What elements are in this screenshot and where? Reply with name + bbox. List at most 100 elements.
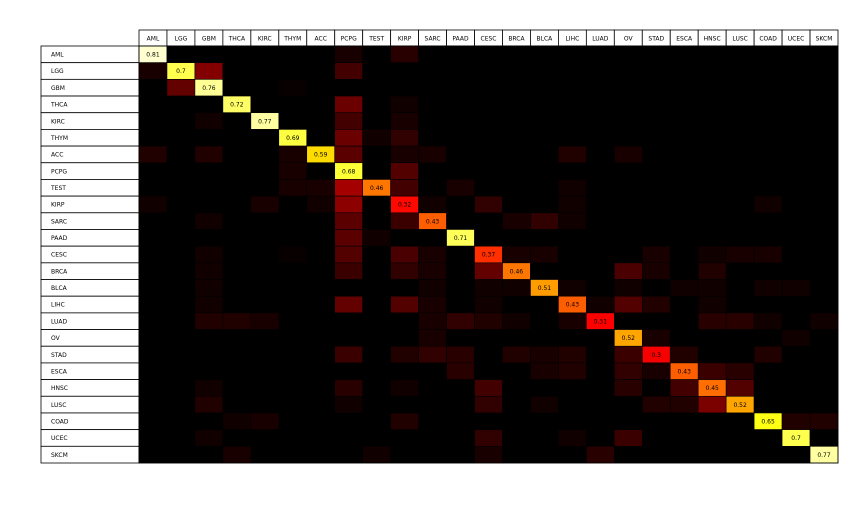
heatmap-cell [669,262,699,280]
heatmap-cell [334,45,363,63]
heatmap-cell [614,446,643,464]
heatmap-cell [809,412,839,430]
heatmap-cell [781,345,811,364]
column-header-label: THYM [283,36,301,43]
heatmap-cell [586,179,615,197]
column-header-label: LIHC [565,36,579,43]
heatmap-cell [502,429,531,447]
heatmap-cell [306,245,336,264]
heatmap-cell [474,162,503,180]
heatmap-cell [697,145,727,164]
heatmap-cell [334,212,363,230]
heatmap-cell [222,112,252,130]
heatmap-cell [166,429,196,447]
heatmap-cell [278,212,308,230]
heatmap-cell [278,395,308,414]
heatmap-cell [446,145,475,164]
heatmap-cell [558,279,587,297]
heatmap-cell [250,345,280,364]
heatmap-cell [306,212,336,230]
heatmap-cell [530,295,559,314]
heatmap-cell [781,312,811,330]
heatmap-cell [446,362,475,380]
heatmap-cell [586,145,615,164]
heatmap-cell [586,112,615,130]
heatmap-cell [697,412,727,430]
heatmap-cell [250,262,280,280]
heatmap-cell [138,279,168,297]
heatmap-cell [474,179,503,197]
row-header-label: THYM [50,135,68,142]
heatmap-cell [250,379,280,397]
heatmap-cell [558,212,587,230]
heatmap-cell [669,212,699,230]
heatmap-value-label: 0.43 [678,368,692,375]
heatmap-cell [502,195,531,214]
heatmap-cell [222,329,252,347]
column-header-label: COAD [759,36,777,43]
heatmap-cell [669,329,699,347]
heatmap-cell [753,446,783,464]
heatmap-cell [418,229,447,247]
column-header-label: LUSC [732,36,747,43]
heatmap-cell [390,112,419,130]
heatmap-cell [166,129,196,147]
heatmap-cell [390,395,419,414]
heatmap-cell [278,245,308,264]
heatmap-cell [138,212,168,230]
heatmap-cell [222,379,252,397]
heatmap-cell [474,262,503,280]
heatmap-cell [614,145,643,164]
heatmap-cell [446,45,475,63]
heatmap-cell [418,179,447,197]
heatmap-cell [194,195,224,214]
heatmap-cell [586,195,615,214]
heatmap-cell [641,245,671,264]
heatmap-cell [502,312,531,330]
heatmap-cell [390,45,419,63]
column-header-label: UCEC [788,36,805,43]
heatmap-cell [446,446,475,464]
heatmap-cell [446,62,475,80]
heatmap-cell [390,129,419,147]
row-header-label: COAD [51,419,69,426]
heatmap-cell [781,412,811,430]
heatmap-cell [781,79,811,97]
heatmap-cell [502,295,531,314]
heatmap-cell [222,295,252,314]
heatmap-cell [697,212,727,230]
heatmap-cell [558,62,587,80]
heatmap-cell [725,245,755,264]
heatmap-cell [753,429,783,447]
heatmap-cell [362,212,391,230]
column-header-label: STAD [648,36,664,43]
heatmap-value-label: 0.76 [202,85,216,92]
row-header-label: UCEC [51,435,68,442]
heatmap-cell [418,412,447,430]
heatmap-cell [138,312,168,330]
heatmap-cell [781,162,811,180]
column-header-label: BLCA [537,36,554,43]
heatmap-cell [641,279,671,297]
heatmap-cell [138,446,168,464]
heatmap-cell [502,162,531,180]
heatmap-cell [558,145,587,164]
heatmap-cell [558,162,587,180]
heatmap-cell [614,279,643,297]
heatmap-cell [725,279,755,297]
heatmap-cell [362,229,391,247]
heatmap-cell [250,279,280,297]
heatmap-cell [166,95,196,114]
heatmap-value-label-group: 0.81 0.7 0.76 0.72 0.77 0.69 0.59 0.68 0.46 0.32 0… [138,45,839,464]
heatmap-cell [390,79,419,97]
heatmap-cell [194,112,224,130]
heatmap-cell [278,295,308,314]
heatmap-cell [669,229,699,247]
column-header-label: HNSC [704,36,721,43]
heatmap-cell [306,262,336,280]
heatmap-cell [446,129,475,147]
heatmap-cell [446,429,475,447]
heatmap-cell [446,395,475,414]
heatmap-cell [222,362,252,380]
